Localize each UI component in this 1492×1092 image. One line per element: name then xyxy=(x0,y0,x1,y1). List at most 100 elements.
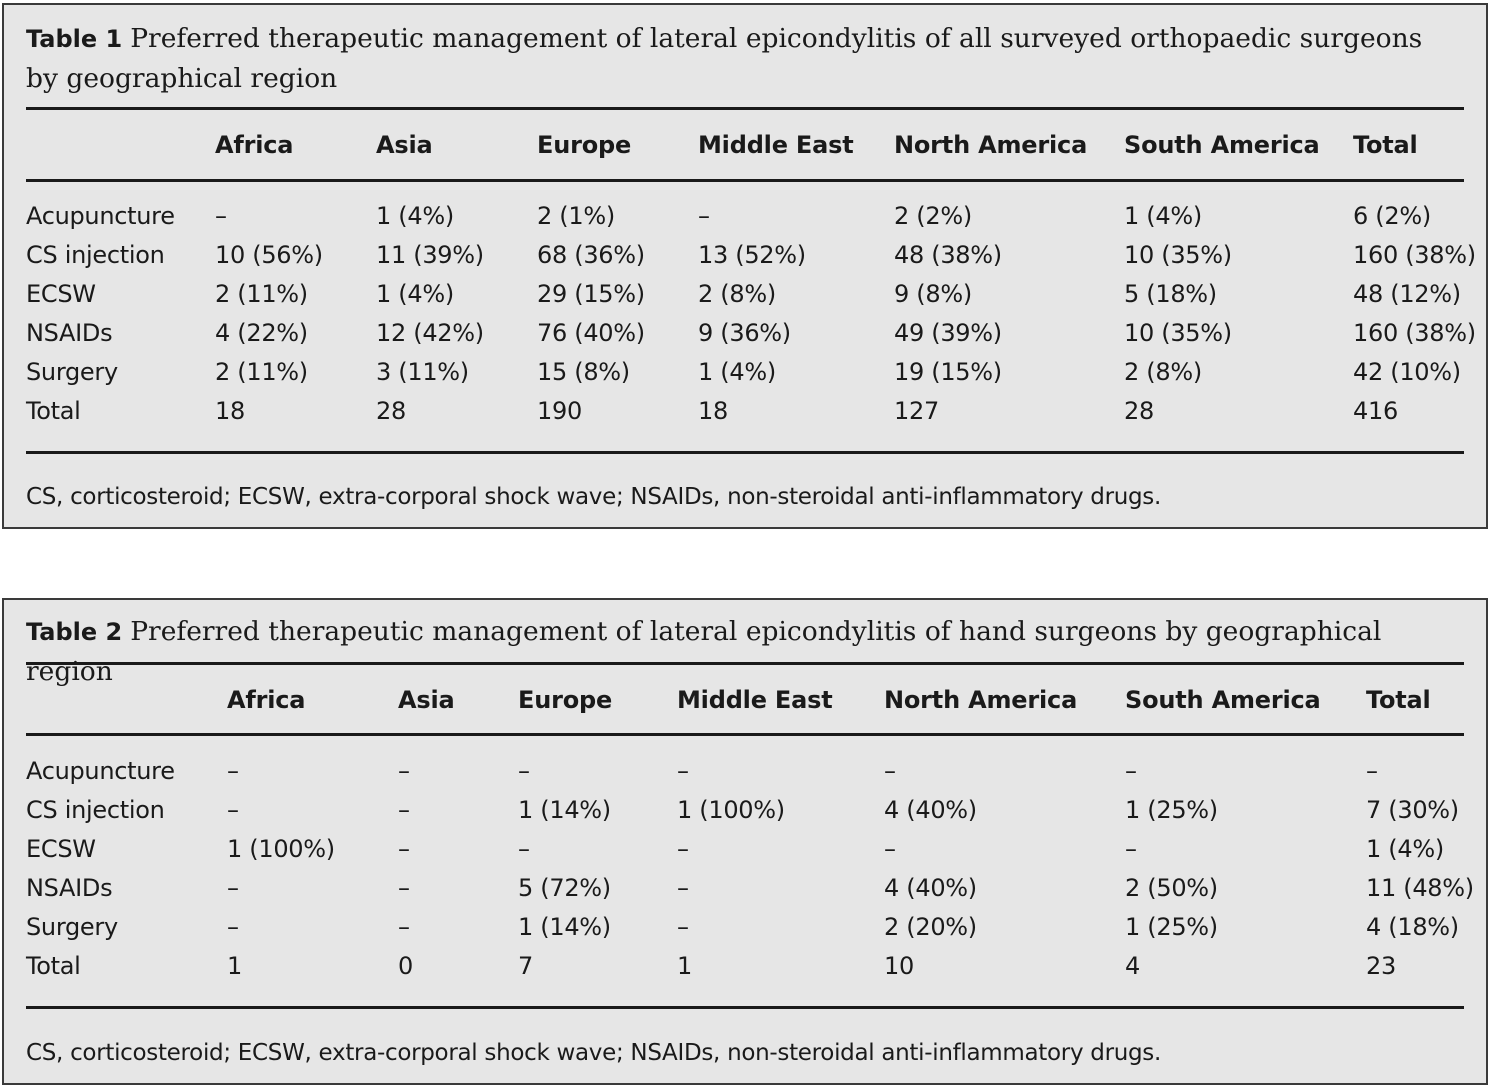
row-label: CS injection xyxy=(26,796,165,824)
column-header: Middle East xyxy=(677,686,833,714)
table-cell: – xyxy=(398,757,410,785)
column-header: Asia xyxy=(376,131,433,159)
table-cell: – xyxy=(398,874,410,902)
table-cell: – xyxy=(884,757,896,785)
table-1: Table 1 Preferred therapeutic management … xyxy=(2,3,1488,529)
table-cell: 5 (72%) xyxy=(518,874,611,902)
table-cell: – xyxy=(398,796,410,824)
table-cell: 48 (38%) xyxy=(894,241,1002,269)
table-cell: – xyxy=(1125,757,1137,785)
table-cell: – xyxy=(398,913,410,941)
table-cell: 19 (15%) xyxy=(894,358,1002,386)
table-cell: 1 (4%) xyxy=(376,202,454,230)
header-rule xyxy=(26,733,1464,736)
table-title: Preferred therapeutic management of late… xyxy=(26,23,1423,94)
table-cell: 4 (40%) xyxy=(884,874,977,902)
row-label: Acupuncture xyxy=(26,757,175,785)
table-cell: 18 xyxy=(215,397,245,425)
bottom-rule xyxy=(26,1006,1464,1009)
table-cell: 6 (2%) xyxy=(1353,202,1431,230)
table-cell: 12 (42%) xyxy=(376,319,484,347)
table-cell: 1 (14%) xyxy=(518,913,611,941)
table-cell: – xyxy=(698,202,710,230)
table-cell: 4 (18%) xyxy=(1366,913,1459,941)
column-header: Africa xyxy=(215,131,294,159)
table-cell: 48 (12%) xyxy=(1353,280,1461,308)
row-label: Surgery xyxy=(26,358,118,386)
table-cell: 7 (30%) xyxy=(1366,796,1459,824)
table-label: Table 2 xyxy=(26,618,123,646)
table-footnote: CS, corticosteroid; ECSW, extra-corporal… xyxy=(26,484,1161,510)
table-cell: – xyxy=(884,835,896,863)
table-cell: 1 xyxy=(677,952,692,980)
table-cell: 1 (100%) xyxy=(227,835,335,863)
table-cell: – xyxy=(227,874,239,902)
row-label: ECSW xyxy=(26,280,96,308)
table-cell: – xyxy=(677,913,689,941)
column-header: South America xyxy=(1124,131,1320,159)
table-cell: 10 xyxy=(884,952,914,980)
table-cell: 4 (22%) xyxy=(215,319,308,347)
table-cell: 4 (40%) xyxy=(884,796,977,824)
table-cell: – xyxy=(677,757,689,785)
table-cell: – xyxy=(677,874,689,902)
table-cell: 2 (2%) xyxy=(894,202,972,230)
table-cell: 42 (10%) xyxy=(1353,358,1461,386)
table-cell: 76 (40%) xyxy=(537,319,645,347)
table-cell: 2 (8%) xyxy=(698,280,776,308)
table-caption: Table 1 Preferred therapeutic management … xyxy=(26,19,1462,98)
table-cell: 28 xyxy=(376,397,406,425)
row-label: Total xyxy=(26,397,81,425)
table-cell: 1 (25%) xyxy=(1125,913,1218,941)
table-label: Table 1 xyxy=(26,25,123,53)
row-label: NSAIDs xyxy=(26,874,113,902)
table-cell: 23 xyxy=(1366,952,1396,980)
table-cell: 1 (100%) xyxy=(677,796,785,824)
table-cell: – xyxy=(215,202,227,230)
table-cell: 0 xyxy=(398,952,413,980)
table-cell: 1 xyxy=(227,952,242,980)
table-cell: – xyxy=(518,757,530,785)
table-cell: 28 xyxy=(1124,397,1154,425)
top-rule xyxy=(26,107,1464,110)
column-header: Asia xyxy=(398,686,455,714)
table-cell: 4 xyxy=(1125,952,1140,980)
table-cell: – xyxy=(227,913,239,941)
table-cell: 29 (15%) xyxy=(537,280,645,308)
table-cell: 2 (50%) xyxy=(1125,874,1218,902)
row-label: Surgery xyxy=(26,913,118,941)
table-cell: 2 (8%) xyxy=(1124,358,1202,386)
table-cell: 2 (20%) xyxy=(884,913,977,941)
table-cell: – xyxy=(227,757,239,785)
table-caption: Table 2 Preferred therapeutic management … xyxy=(26,612,1462,691)
table-title: Preferred therapeutic management of late… xyxy=(26,616,1382,687)
table-cell: 160 (38%) xyxy=(1353,241,1476,269)
column-header: Africa xyxy=(227,686,306,714)
bottom-rule xyxy=(26,451,1464,454)
column-header: North America xyxy=(894,131,1088,159)
table-cell: 18 xyxy=(698,397,728,425)
table-cell: – xyxy=(1366,757,1378,785)
table-cell: 190 xyxy=(537,397,582,425)
table-cell: 127 xyxy=(894,397,939,425)
column-header: Europe xyxy=(518,686,613,714)
row-label: Acupuncture xyxy=(26,202,175,230)
table-cell: 160 (38%) xyxy=(1353,319,1476,347)
table-cell: 2 (11%) xyxy=(215,280,308,308)
table-cell: 1 (25%) xyxy=(1125,796,1218,824)
table-cell: 3 (11%) xyxy=(376,358,469,386)
table-cell: 416 xyxy=(1353,397,1398,425)
table-cell: 2 (11%) xyxy=(215,358,308,386)
column-header: Total xyxy=(1366,686,1431,714)
table-cell: 68 (36%) xyxy=(537,241,645,269)
header-rule xyxy=(26,179,1464,182)
table-cell: – xyxy=(677,835,689,863)
column-header: Total xyxy=(1353,131,1418,159)
table-cell: – xyxy=(227,796,239,824)
row-label: Total xyxy=(26,952,81,980)
row-label: CS injection xyxy=(26,241,165,269)
column-header: South America xyxy=(1125,686,1321,714)
table-footnote: CS, corticosteroid; ECSW, extra-corporal… xyxy=(26,1040,1161,1066)
row-label: ECSW xyxy=(26,835,96,863)
column-header: Middle East xyxy=(698,131,854,159)
